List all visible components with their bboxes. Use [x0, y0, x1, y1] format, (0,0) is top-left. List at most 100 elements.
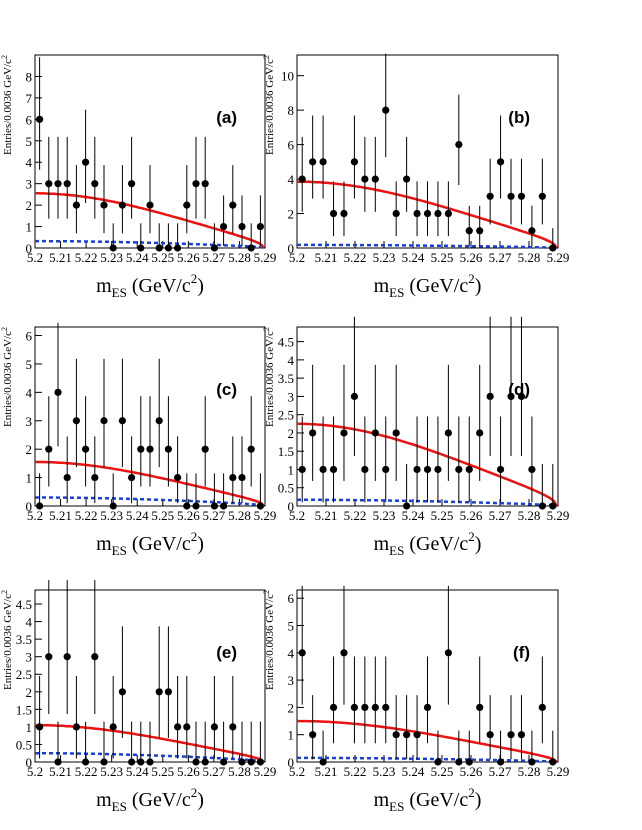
- data-point: [423, 209, 432, 218]
- data-point: [192, 758, 200, 766]
- y-tick-label: 3: [288, 389, 295, 404]
- x-tick-label: 5.21: [49, 764, 72, 779]
- x-tick-label: 5.29: [254, 764, 277, 779]
- data-point: [118, 201, 126, 209]
- x-tick-label: 5.21: [49, 508, 72, 523]
- data-point: [54, 180, 62, 188]
- data-point: [413, 209, 421, 218]
- data-point: [350, 392, 359, 401]
- data-point: [91, 653, 99, 661]
- panel-label: (f): [513, 643, 530, 662]
- x-axis-title: mES (GeV/c2): [96, 271, 204, 300]
- x-tick-label: 5.24: [126, 250, 149, 265]
- x-tick-label: 5.23: [100, 250, 123, 265]
- y-tick-label: 0: [288, 499, 295, 514]
- data-point: [238, 222, 246, 231]
- y-tick-label: 6: [26, 329, 33, 344]
- data-point: [434, 465, 442, 474]
- x-tick-label: 5.26: [460, 508, 483, 523]
- data-point: [392, 731, 400, 739]
- x-tick-label: 5.29: [547, 508, 570, 523]
- data-point: [361, 703, 369, 711]
- data-point: [371, 703, 379, 711]
- y-tick-label: 3: [288, 673, 295, 688]
- x-tick-label: 5.21: [315, 764, 338, 779]
- data-point: [455, 465, 463, 474]
- y-tick-label: 5: [26, 357, 33, 372]
- data-point: [350, 703, 359, 711]
- data-point: [36, 502, 44, 510]
- y-tick-label: 4: [288, 646, 295, 661]
- panel-a: 0 1 2 3 4 5 6 7 8 5.2 5.21 5.22 5.23 5.24 5.25 5.26 5.27…: [0, 54, 277, 300]
- data-point: [455, 758, 463, 766]
- data-point: [496, 758, 505, 766]
- data-point: [256, 222, 264, 231]
- data-point: [486, 392, 494, 401]
- data-point: [54, 758, 62, 766]
- y-tick-label: 2: [288, 700, 295, 715]
- data-point: [128, 180, 136, 188]
- x-tick-label: 5.22: [344, 508, 367, 523]
- data-point: [528, 758, 536, 766]
- x-tick-label: 5.25: [151, 764, 174, 779]
- plot-frame: [34, 54, 266, 249]
- data-point: [164, 244, 172, 252]
- data-point: [298, 649, 306, 657]
- y-axis-title: Entries/0.0036 GeV/c2: [0, 55, 14, 155]
- data-point: [496, 465, 505, 474]
- x-tick-label: 5.27: [203, 250, 226, 265]
- x-tick-label: 5.24: [402, 508, 425, 523]
- y-tick-label: 2: [288, 207, 295, 222]
- y-tick-label: 5: [26, 134, 33, 149]
- data-point: [91, 180, 99, 188]
- data-point: [118, 688, 126, 696]
- x-tick-label: 5.27: [489, 508, 512, 523]
- x-tick-label: 5.26: [177, 508, 200, 523]
- x-tick-label: 5.29: [254, 250, 277, 265]
- y-tick-label: 8: [26, 69, 33, 84]
- data-point: [220, 222, 228, 231]
- data-point: [174, 723, 182, 731]
- data-point: [63, 653, 71, 661]
- y-tick-label: 4: [288, 353, 295, 368]
- data-point: [538, 703, 546, 711]
- data-point: [109, 723, 117, 731]
- data-point: [476, 703, 484, 711]
- background-curve: [35, 239, 265, 250]
- data-point: [256, 502, 264, 510]
- background-curve: [297, 243, 557, 250]
- data-point: [109, 244, 117, 252]
- data-point: [549, 244, 557, 252]
- panel-label: (b): [508, 108, 530, 127]
- y-axis-title: Entries/0.0036 GeV/c2: [0, 327, 14, 427]
- data-point: [549, 758, 557, 766]
- data-point: [528, 465, 536, 474]
- x-tick-label: 5.26: [177, 764, 200, 779]
- data-point: [63, 180, 71, 188]
- data-point: [174, 473, 182, 482]
- x-tick-label: 5.21: [315, 250, 338, 265]
- panel-label: (c): [216, 380, 237, 399]
- y-tick-label: 2: [288, 426, 295, 441]
- data-point: [229, 201, 237, 209]
- data-point: [507, 192, 515, 200]
- data-point: [45, 445, 53, 453]
- data-point: [137, 445, 145, 453]
- y-tick-label: 2: [26, 442, 33, 457]
- data-point: [392, 429, 400, 437]
- data-point: [423, 465, 432, 474]
- data-point: [340, 429, 348, 437]
- x-tick-label: 5.28: [518, 764, 541, 779]
- data-point: [36, 723, 44, 731]
- data-point: [309, 429, 317, 437]
- data-point: [329, 465, 338, 474]
- y-tick-label: 1: [288, 728, 295, 743]
- y-tick-label: 4: [26, 615, 33, 630]
- y-tick-label: 1.5: [16, 702, 32, 717]
- y-tick-label: 1: [26, 471, 33, 486]
- x-tick-label: 5.27: [203, 508, 226, 523]
- panel-label: (e): [216, 643, 237, 662]
- y-tick-label: 0.5: [278, 481, 294, 496]
- x-tick-label: 5.28: [228, 250, 251, 265]
